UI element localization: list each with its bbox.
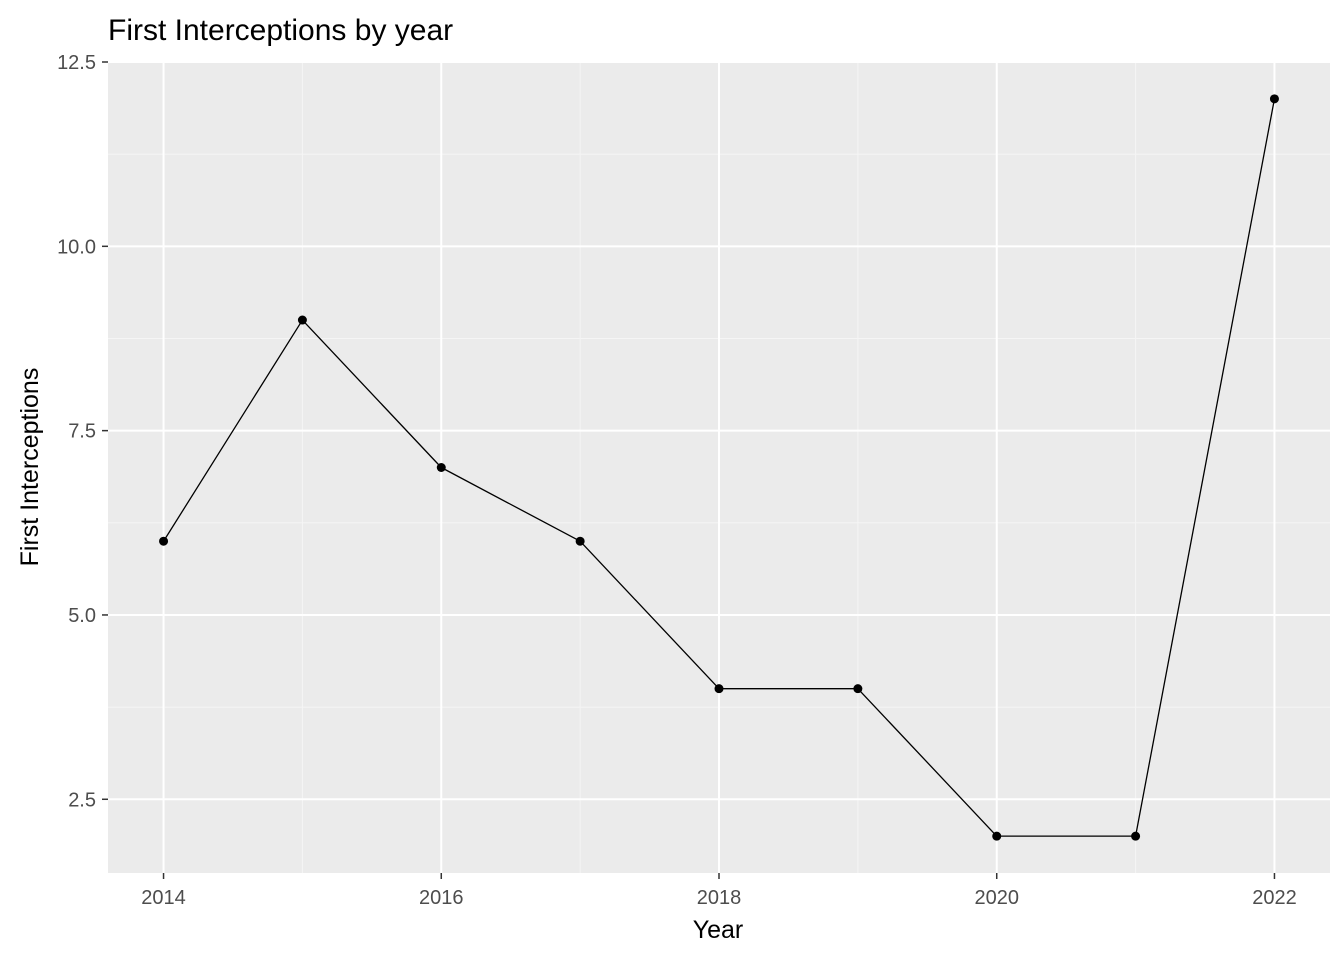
y-tick-label: 2.5 <box>68 789 96 811</box>
x-tick-label: 2018 <box>697 887 742 909</box>
data-point <box>992 831 1002 841</box>
x-tick-label: 2016 <box>419 887 464 909</box>
data-point <box>575 536 585 546</box>
data-point <box>159 536 169 546</box>
y-tick-label: 10.0 <box>57 236 96 258</box>
data-point <box>853 684 863 694</box>
x-tick-label: 2022 <box>1252 887 1297 909</box>
x-axis-title: Year <box>693 916 744 944</box>
data-series <box>159 94 1279 841</box>
chart-title: First Interceptions by year <box>108 14 453 47</box>
y-axis: 2.5 5.0 7.5 10.0 12.5 <box>57 52 108 811</box>
data-point <box>714 684 724 694</box>
y-tick-label: 7.5 <box>68 421 96 443</box>
x-tick-label: 2020 <box>974 887 1019 909</box>
data-point <box>297 315 307 325</box>
data-point <box>1131 831 1141 841</box>
x-axis: 2014 2016 2018 2020 2022 <box>141 873 1297 909</box>
y-tick-label: 12.5 <box>57 52 96 74</box>
y-axis-title: First Interceptions <box>16 368 44 567</box>
data-point <box>1269 94 1279 104</box>
x-tick-label: 2014 <box>141 887 186 909</box>
y-tick-label: 5.0 <box>68 605 96 627</box>
data-point <box>436 463 446 472</box>
